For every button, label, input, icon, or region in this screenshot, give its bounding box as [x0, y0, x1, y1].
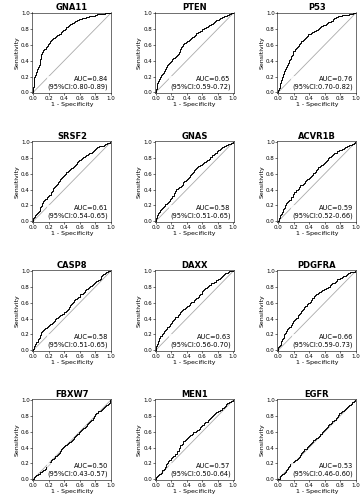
Title: PTEN: PTEN — [182, 4, 207, 13]
X-axis label: 1 - Specificity: 1 - Specificity — [296, 360, 338, 365]
X-axis label: 1 - Specificity: 1 - Specificity — [51, 231, 93, 236]
X-axis label: 1 - Specificity: 1 - Specificity — [296, 102, 338, 108]
Title: ACVR1B: ACVR1B — [298, 132, 336, 141]
Text: AUC=0.53
(95%CI:0.46-0.60): AUC=0.53 (95%CI:0.46-0.60) — [292, 464, 353, 477]
Text: AUC=0.50
(95%CI:0.43-0.57): AUC=0.50 (95%CI:0.43-0.57) — [48, 464, 108, 477]
Text: AUC=0.59
(95%CI:0.52-0.66): AUC=0.59 (95%CI:0.52-0.66) — [292, 206, 353, 219]
Text: AUC=0.66
(95%CI:0.59-0.73): AUC=0.66 (95%CI:0.59-0.73) — [293, 334, 353, 348]
X-axis label: 1 - Specificity: 1 - Specificity — [296, 231, 338, 236]
Y-axis label: Sensitivity: Sensitivity — [14, 424, 19, 456]
Y-axis label: Sensitivity: Sensitivity — [137, 424, 142, 456]
Y-axis label: Sensitivity: Sensitivity — [137, 166, 142, 198]
Title: MEN1: MEN1 — [181, 390, 208, 400]
Text: AUC=0.65
(95%CI:0.59-0.72): AUC=0.65 (95%CI:0.59-0.72) — [170, 76, 231, 90]
Text: AUC=0.58
(95%CI:0.51-0.65): AUC=0.58 (95%CI:0.51-0.65) — [170, 206, 231, 219]
Y-axis label: Sensitivity: Sensitivity — [260, 166, 265, 198]
Y-axis label: Sensitivity: Sensitivity — [260, 294, 265, 327]
X-axis label: 1 - Specificity: 1 - Specificity — [173, 489, 216, 494]
Title: GNA11: GNA11 — [56, 4, 88, 13]
Y-axis label: Sensitivity: Sensitivity — [260, 424, 265, 456]
Title: PDGFRA: PDGFRA — [298, 262, 336, 270]
X-axis label: 1 - Specificity: 1 - Specificity — [173, 231, 216, 236]
X-axis label: 1 - Specificity: 1 - Specificity — [51, 489, 93, 494]
Title: GNAS: GNAS — [181, 132, 208, 141]
X-axis label: 1 - Specificity: 1 - Specificity — [173, 360, 216, 365]
X-axis label: 1 - Specificity: 1 - Specificity — [51, 360, 93, 365]
Text: AUC=0.76
(95%CI:0.70-0.82): AUC=0.76 (95%CI:0.70-0.82) — [292, 76, 353, 90]
Text: AUC=0.58
(95%CI:0.51-0.65): AUC=0.58 (95%CI:0.51-0.65) — [48, 334, 108, 348]
X-axis label: 1 - Specificity: 1 - Specificity — [296, 489, 338, 494]
Text: AUC=0.61
(95%CI:0.54-0.65): AUC=0.61 (95%CI:0.54-0.65) — [48, 206, 108, 219]
Y-axis label: Sensitivity: Sensitivity — [14, 294, 19, 327]
Title: DAXX: DAXX — [181, 262, 208, 270]
Text: AUC=0.63
(95%CI:0.56-0.70): AUC=0.63 (95%CI:0.56-0.70) — [170, 334, 231, 348]
Y-axis label: Sensitivity: Sensitivity — [137, 294, 142, 327]
Y-axis label: Sensitivity: Sensitivity — [14, 166, 19, 198]
X-axis label: 1 - Specificity: 1 - Specificity — [51, 102, 93, 108]
X-axis label: 1 - Specificity: 1 - Specificity — [173, 102, 216, 108]
Y-axis label: Sensitivity: Sensitivity — [14, 36, 19, 69]
Title: FBXW7: FBXW7 — [55, 390, 89, 400]
Title: SRSF2: SRSF2 — [57, 132, 87, 141]
Title: CASP8: CASP8 — [57, 262, 87, 270]
Title: P53: P53 — [308, 4, 326, 13]
Text: AUC=0.57
(95%CI:0.50-0.64): AUC=0.57 (95%CI:0.50-0.64) — [170, 464, 231, 477]
Title: EGFR: EGFR — [305, 390, 329, 400]
Y-axis label: Sensitivity: Sensitivity — [137, 36, 142, 69]
Text: AUC=0.84
(95%CI:0.80-0.89): AUC=0.84 (95%CI:0.80-0.89) — [48, 76, 108, 90]
Y-axis label: Sensitivity: Sensitivity — [260, 36, 265, 69]
